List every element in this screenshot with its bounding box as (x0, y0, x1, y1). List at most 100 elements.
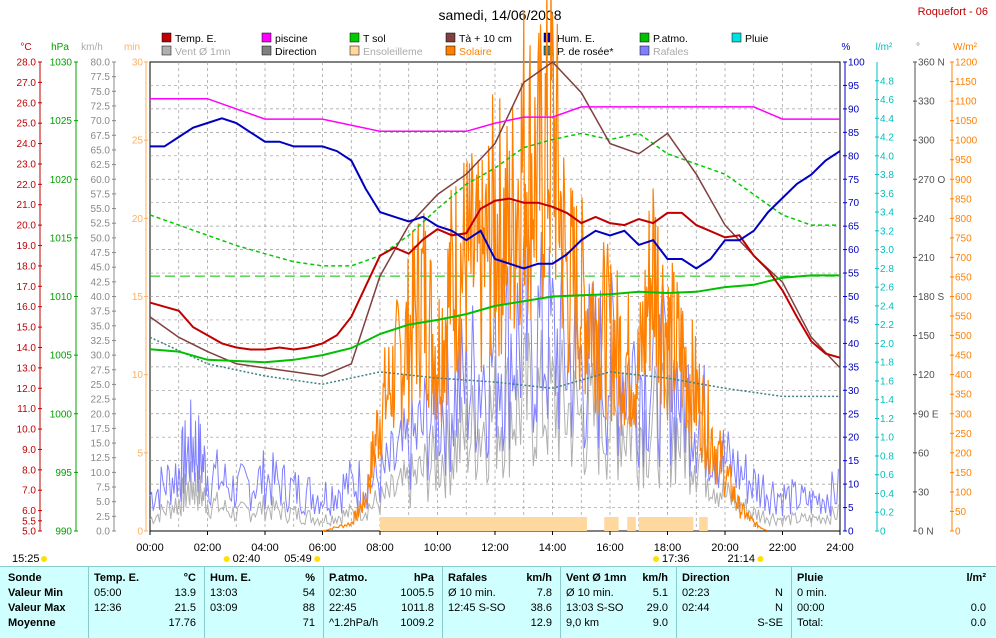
tick-hum: 90 (848, 104, 860, 115)
column-separator (442, 567, 443, 638)
tick-temp: 6.0 (22, 506, 36, 517)
tick-wind: 10.0 (91, 468, 111, 479)
cell-value: 0.0 (970, 602, 986, 614)
tick-dir: 60 (918, 448, 930, 459)
tick-solar: 500 (955, 331, 972, 342)
cell-label: Ø 10 min. (448, 587, 496, 599)
tick-temp: 19.0 (17, 241, 37, 252)
tick-dir: 360 N (918, 58, 945, 69)
cell-label: Ø 10 min. (566, 587, 614, 599)
tick-dir: 210 (918, 253, 935, 264)
sun-event-label: 05:49 (284, 553, 312, 565)
column-title: Vent Ø 1mn (566, 572, 627, 584)
tick-hum: 55 (848, 269, 860, 280)
tick-hum: 0 (848, 527, 854, 538)
tick-dir: 150 (918, 331, 935, 342)
cell-value: 88 (302, 602, 315, 614)
tick-sun: 25 (132, 136, 144, 147)
tick-dir: 120 (918, 370, 935, 381)
legend-swatch (161, 45, 172, 56)
cell-value: 29.0 (646, 602, 668, 614)
tick-wind: 72.5 (91, 101, 111, 112)
tick-solar: 1150 (955, 77, 977, 88)
legend-label: Ensoleilleme (363, 46, 423, 58)
cell-value: 54 (302, 587, 315, 599)
tick-solar: 350 (955, 390, 972, 401)
column-title: Direction (682, 572, 730, 584)
axis-unit-hum: % (842, 42, 851, 53)
column-title: Temp. E. (94, 572, 140, 584)
legend-swatch (349, 45, 360, 56)
x-axis: 00:00 02:00 04:00 06:00 08:00 10:00 12:00 14:00… (136, 531, 854, 554)
series-p-de-ros-e- (149, 336, 840, 398)
tick-rain: 1.2 (880, 414, 894, 425)
cell-label: 02:44 (682, 602, 710, 614)
sun-event-marker (314, 556, 321, 562)
legend-label: Tà + 10 cm (459, 33, 512, 45)
column-separator (204, 567, 205, 638)
cell-label: 03:09 (210, 602, 238, 614)
series-solaire (322, 0, 768, 532)
tick-rain: 1.0 (880, 433, 894, 444)
tick-rain: 3.4 (880, 208, 894, 219)
legend-swatch (161, 32, 172, 43)
tick-rain: 1.4 (880, 395, 894, 406)
tick-temp: 14.0 (17, 343, 37, 354)
tick-rain: 3.8 (880, 170, 894, 181)
tick-temp: 15.0 (17, 323, 37, 334)
cell-label: 02:30 (329, 587, 357, 599)
tick-wind: 0.0 (96, 527, 110, 538)
tick-temp: 10.0 (17, 425, 37, 436)
tick-wind: 70.0 (91, 116, 111, 127)
tick-rain: 2.6 (880, 283, 894, 294)
x-tick-label: 08:00 (366, 542, 394, 554)
tick-hum: 60 (848, 245, 860, 256)
legend-swatch (261, 32, 272, 43)
axes: °C hPa km/h min% l/m² ° W/m²5.05.56.07.08.09.0… (17, 42, 978, 538)
legend-label: Rafales (653, 46, 689, 58)
tick-wind: 5.0 (96, 497, 110, 508)
column-unit: % (305, 572, 315, 584)
cell-label: 13:03 (210, 587, 238, 599)
cell-value: 38.6 (530, 602, 552, 614)
legend-label: Temp. E. (175, 33, 216, 45)
series-rafales (149, 225, 839, 517)
tick-rain: 2.8 (880, 264, 894, 275)
tick-hum: 85 (848, 128, 860, 139)
tick-temp: 22.0 (17, 180, 37, 191)
cell-label: Total: (797, 617, 824, 629)
legend-label: Hum. E. (557, 33, 595, 45)
x-tick-label: 06:00 (309, 542, 337, 554)
tick-solar: 950 (955, 155, 972, 166)
tick-rain: 4.0 (880, 151, 894, 162)
cell-value: 7.8 (536, 587, 552, 599)
tick-solar: 600 (955, 292, 972, 303)
x-tick-label: 14:00 (539, 542, 567, 554)
cell-label: 12:36 (94, 602, 122, 614)
cell-value: 21.5 (174, 602, 196, 614)
tick-rain: 0 (880, 527, 886, 538)
series-t-10-cm (149, 61, 841, 377)
summary-table: Sonde Valeur Min Valeur Max Moyenne Temp. E.… (0, 566, 996, 638)
sun-event-marker (41, 556, 47, 562)
tick-dir: 30 (918, 487, 930, 498)
x-tick-label: 02:00 (194, 542, 222, 554)
tick-wind: 17.5 (91, 424, 111, 435)
tick-wind: 60.0 (91, 175, 111, 186)
row-label: Sonde (8, 572, 42, 584)
tick-rain: 4.2 (880, 133, 894, 144)
tick-solar: 100 (955, 487, 972, 498)
axis-unit-temp: °C (20, 42, 31, 53)
tick-dir: 330 (918, 97, 935, 108)
tick-press: 1000 (50, 409, 73, 420)
tick-rain: 1.8 (880, 358, 894, 369)
sun-event-marker (223, 556, 230, 562)
tick-hum: 20 (848, 433, 860, 444)
tick-sun: 20 (132, 214, 144, 225)
tick-solar: 450 (955, 351, 972, 362)
legend-label: Direction (275, 46, 317, 58)
series-t-sol (149, 132, 840, 267)
tick-hum: 35 (848, 362, 860, 373)
tick-solar: 1100 (955, 97, 977, 108)
column-title: Rafales (448, 572, 488, 584)
